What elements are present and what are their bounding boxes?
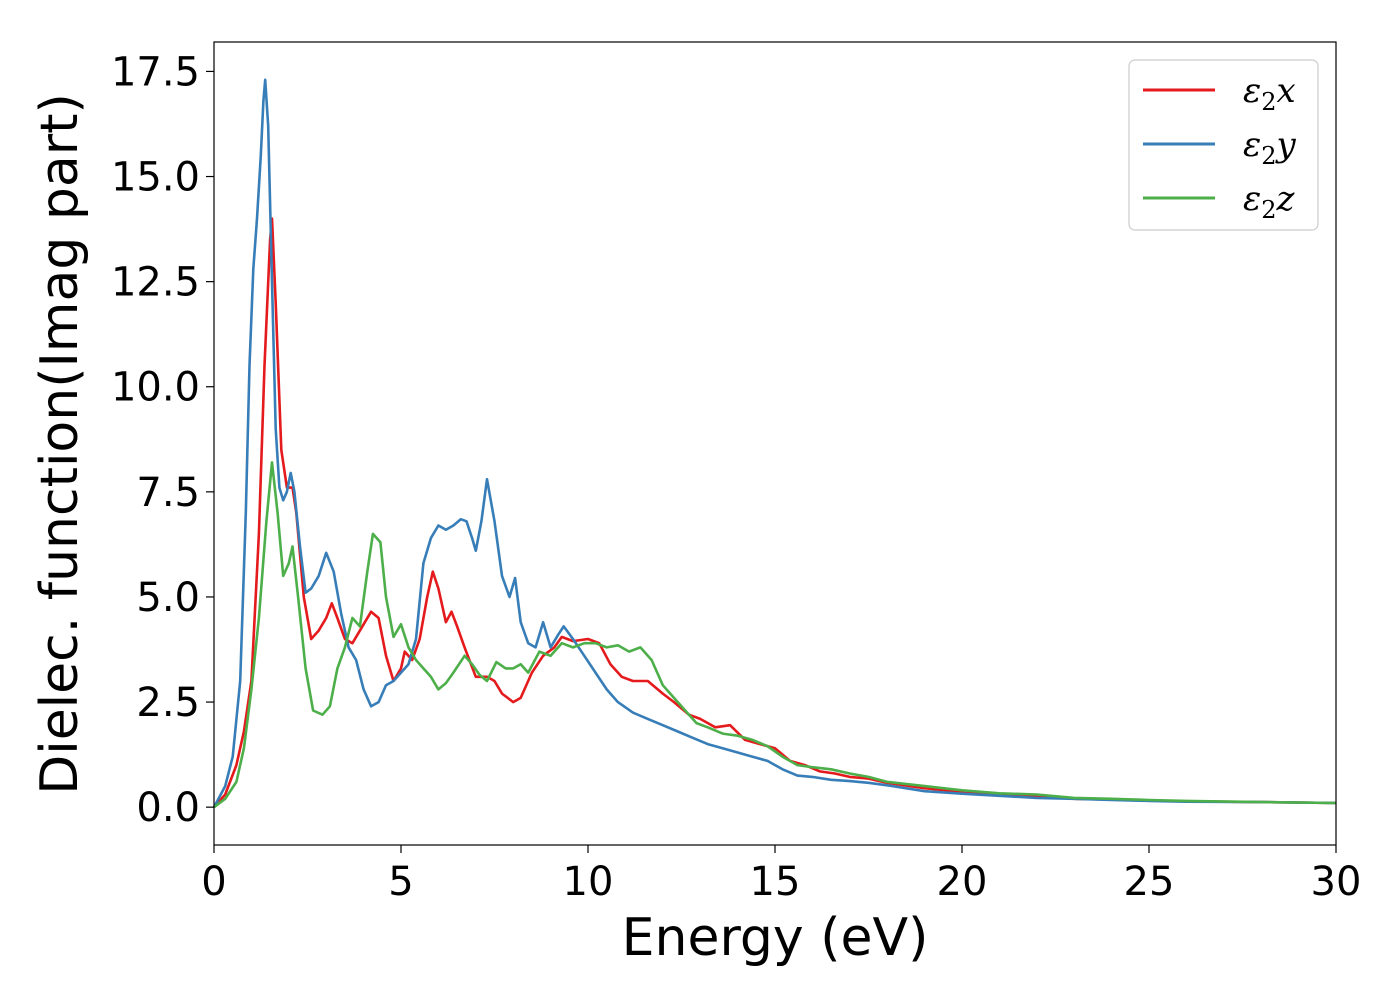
x-tick-label: 0 xyxy=(201,859,226,905)
y-tick-label: 5.0 xyxy=(136,575,200,621)
y-tick-label: 7.5 xyxy=(136,470,200,516)
y-axis-label: Dielec. function(Imag part) xyxy=(30,93,90,795)
series-line-z xyxy=(213,461,1337,809)
y-tick-label: 2.5 xyxy=(136,680,200,726)
x-tick-label: 15 xyxy=(750,859,801,905)
series-line-y xyxy=(212,78,1337,808)
legend-label-z: ε2z xyxy=(1243,179,1296,224)
legend: ε2x ε2y ε2z xyxy=(1128,59,1319,231)
y-tick-label: 0.0 xyxy=(136,785,200,831)
y-tick-label: 10.0 xyxy=(111,365,200,411)
y-tick-label: 15.0 xyxy=(111,155,200,201)
y-tick-label: 12.5 xyxy=(111,260,200,306)
x-tick-label: 25 xyxy=(1124,859,1175,905)
x-tick-label: 20 xyxy=(937,859,988,905)
x-axis-label: Energy (eV) xyxy=(622,908,929,968)
legend-label-x: ε2x xyxy=(1243,71,1296,116)
x-tick-label: 10 xyxy=(563,859,614,905)
series-lines xyxy=(212,78,1337,809)
y-tick-label: 17.5 xyxy=(111,49,200,95)
legend-box xyxy=(1128,59,1319,231)
y-axis-ticks: 0.0 2.5 5.0 7.5 10.0 12.5 15.0 17.5 xyxy=(111,49,214,831)
x-axis-ticks: 0 5 10 15 20 25 30 xyxy=(201,845,1361,905)
x-tick-label: 5 xyxy=(388,859,413,905)
legend-label-y: ε2y xyxy=(1243,125,1297,170)
x-tick-label: 30 xyxy=(1311,859,1362,905)
